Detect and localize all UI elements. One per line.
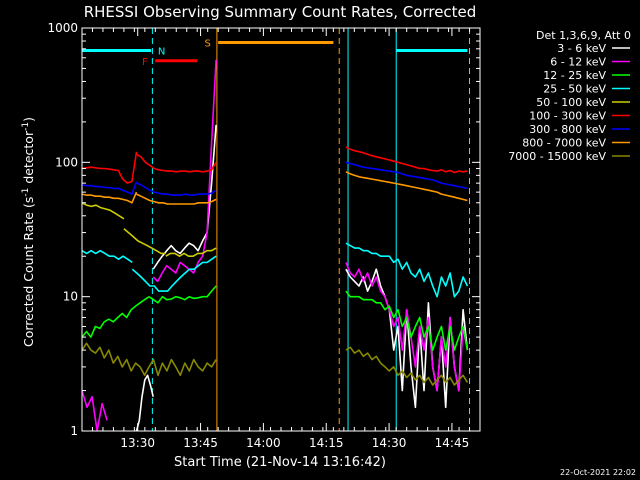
chart-title: RHESSI Observing Summary Count Rates, Co… bbox=[84, 3, 477, 21]
series-line-5 bbox=[82, 151, 138, 184]
legend-label: 6 - 12 keV bbox=[550, 56, 606, 69]
legend-label: 25 - 50 keV bbox=[543, 83, 606, 96]
series-line-7 bbox=[136, 193, 217, 205]
legend-label: 12 - 25 keV bbox=[543, 69, 606, 82]
series-line-6 bbox=[345, 161, 468, 190]
y-axis-label-end: ) bbox=[21, 117, 36, 122]
legend-label: 100 - 300 keV bbox=[529, 110, 606, 123]
legend-label: 50 - 100 keV bbox=[536, 96, 606, 109]
x-tick-label: 14:00 bbox=[246, 436, 281, 450]
legend-header: Det 1,3,6,9, Att 0 bbox=[536, 29, 631, 42]
legend-label: 3 - 6 keV bbox=[557, 42, 606, 55]
legend-label: 300 - 800 keV bbox=[529, 123, 606, 136]
series-line-5 bbox=[345, 146, 468, 174]
series-line-0 bbox=[345, 268, 469, 409]
series-line-3 bbox=[345, 242, 469, 298]
x-tick-label: 14:15 bbox=[309, 436, 344, 450]
series-line-8 bbox=[82, 342, 150, 377]
series-line-4 bbox=[123, 228, 166, 255]
series-line-2 bbox=[345, 290, 469, 351]
y-axis-label-mid: detector bbox=[21, 130, 36, 188]
series-line-7 bbox=[82, 191, 138, 204]
series-line-3 bbox=[131, 255, 217, 292]
y-tick-label: 1 bbox=[70, 424, 78, 438]
series-line-5 bbox=[136, 153, 217, 173]
y-axis-label: Corrected Count Rate (s-1 detector-1) bbox=[21, 117, 36, 347]
y-tick-label: 1000 bbox=[47, 21, 78, 35]
y-axis-label-sup1: -1 bbox=[21, 188, 31, 197]
y-tick-label: 100 bbox=[55, 155, 78, 169]
series-line-0 bbox=[152, 124, 217, 270]
y-axis-ticks: 1 10 100 1000 bbox=[47, 21, 480, 438]
flag-letters: FN S bbox=[142, 38, 211, 67]
series-line-6 bbox=[82, 181, 138, 195]
series-line-8 bbox=[345, 346, 469, 386]
series-line-1 bbox=[152, 59, 217, 283]
flag-letter-n: N bbox=[158, 46, 165, 57]
series-line-0 bbox=[135, 374, 154, 431]
y-axis-label-sup2: -1 bbox=[21, 122, 31, 131]
series-lines bbox=[82, 59, 469, 431]
flag-letter-s: S bbox=[205, 38, 211, 49]
series-line-2 bbox=[148, 285, 217, 304]
x-axis-ticks: 13:30 13:45 14:00 14:15 14:30 14:45 bbox=[81, 28, 481, 450]
x-tick-label: 13:30 bbox=[120, 436, 155, 450]
series-line-7 bbox=[345, 171, 468, 202]
y-tick-label: 10 bbox=[63, 290, 78, 304]
x-tick-label: 14:45 bbox=[435, 436, 470, 450]
y-axis-label-main: Corrected Count Rate (s bbox=[21, 197, 36, 347]
x-axis-label: Start Time (21-Nov-14 13:16:42) bbox=[174, 455, 386, 470]
series-line-3 bbox=[82, 249, 133, 264]
flag-bars bbox=[82, 40, 468, 63]
series-line-4 bbox=[82, 202, 125, 220]
series-line-1 bbox=[82, 390, 108, 431]
x-tick-label: 13:45 bbox=[183, 436, 218, 450]
flag-letter-f: F bbox=[142, 57, 148, 68]
series-line-1 bbox=[345, 262, 469, 392]
series-line-8 bbox=[148, 358, 217, 377]
series-line-6 bbox=[136, 182, 217, 196]
series-line-2 bbox=[82, 296, 150, 338]
instrument-state-lines bbox=[151, 28, 471, 431]
series-line-4 bbox=[165, 247, 217, 257]
legend-label: 7000 - 15000 keV bbox=[508, 150, 606, 163]
x-tick-label: 14:30 bbox=[372, 436, 407, 450]
legend-label: 800 - 7000 keV bbox=[522, 137, 606, 150]
timestamp: 22-Oct-2021 22:02 bbox=[560, 468, 636, 477]
